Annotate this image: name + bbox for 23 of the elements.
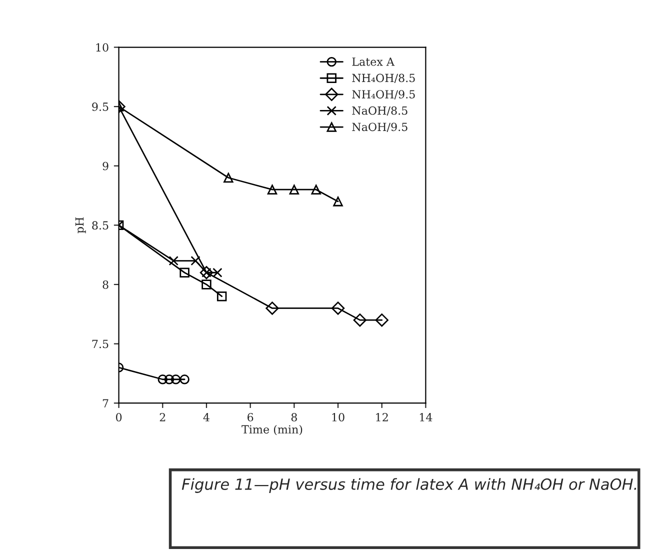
x-tick-label: 8: [291, 413, 297, 422]
y-tick-label: 10: [96, 43, 108, 52]
legend-label: NaOH/9.5: [352, 122, 408, 132]
x-tick-label: 14: [420, 413, 432, 422]
caption: Figure 11—pH versus time for latex A with NH₄OH or NaOH.: [182, 478, 636, 493]
x-tick-label: 2: [160, 413, 166, 422]
legend-label: NaOH/8.5: [352, 106, 408, 116]
legend-label: NH₄OH/8.5: [352, 74, 415, 84]
x-axis-title: Time (min): [242, 424, 302, 436]
y-tick-label: 8.5: [92, 221, 108, 230]
y-tick-label: 8: [102, 280, 108, 289]
legend-label: NH₄OH/9.5: [352, 90, 415, 100]
legend-label: Latex A: [352, 58, 395, 66]
x-tick-label: 0: [116, 413, 122, 422]
x-tick-label: 10: [332, 413, 344, 422]
x-tick-label: 6: [248, 413, 254, 422]
y-tick-label: 7.5: [92, 340, 108, 348]
x-tick-label: 4: [203, 413, 210, 422]
y-tick-label: 9.5: [92, 102, 108, 111]
y-tick-label: 9: [102, 162, 108, 170]
y-tick-label: 7: [102, 399, 108, 408]
x-tick-label: 12: [376, 413, 388, 422]
y-axis-title: pH: [75, 217, 86, 234]
